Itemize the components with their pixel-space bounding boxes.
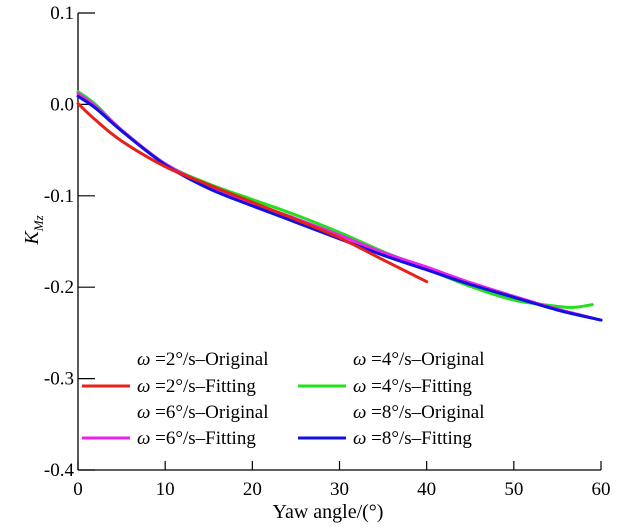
y-tick-label: 0.1	[50, 3, 74, 24]
x-tick-label: 30	[330, 479, 349, 500]
legend-entry-label: =2°/s–Fitting	[150, 376, 256, 397]
legend-entry: ω =2°/s–Original	[137, 349, 268, 370]
legend-entry: ω =8°/s–Fitting	[353, 428, 472, 449]
axis-titles: Yaw angle/(°) KMz	[21, 215, 383, 523]
y-tick-label: 0.0	[50, 94, 74, 115]
legend-entry-label: =2°/s–Original	[150, 349, 268, 370]
x-tick-label: 50	[504, 479, 523, 500]
series-line	[76, 94, 603, 322]
x-tick-label: 40	[417, 479, 436, 500]
legend-entry: ω =6°/s–Original	[137, 402, 268, 423]
x-tick-label: 20	[243, 479, 262, 500]
series-line	[76, 91, 603, 322]
legend-entry: ω =4°/s–Fitting	[353, 376, 472, 397]
legend-entry-label: =8°/s–Original	[366, 402, 484, 423]
legend-entry-symbol: ω	[137, 402, 150, 423]
legend-entry-label: =4°/s–Original	[366, 349, 484, 370]
legend-entry: ω =4°/s–Original	[353, 349, 484, 370]
legend-entry-symbol: ω	[353, 376, 366, 397]
y-tick-label: -0.2	[44, 277, 74, 298]
legend-entry-label: =8°/s–Fitting	[366, 428, 472, 449]
y-axis-title-sub: Mz	[31, 215, 46, 232]
y-axis-title: KMz	[21, 215, 46, 245]
x-tick-label: 0	[73, 479, 83, 500]
series-line	[76, 90, 594, 309]
legend-entry-symbol: ω	[353, 349, 366, 370]
series-line	[76, 102, 429, 284]
y-axis-title-main: K	[21, 230, 43, 246]
legend-entry-symbol: ω	[137, 349, 150, 370]
series-lines	[76, 90, 603, 322]
legend-entry-label: =6°/s–Fitting	[150, 428, 256, 449]
y-tick-label: -0.4	[44, 460, 75, 481]
y-tick-label: -0.1	[44, 186, 74, 207]
legend-entry-symbol: ω	[353, 402, 366, 423]
legend-entry: ω =6°/s–Fitting	[137, 428, 256, 449]
legend-entry-label: =6°/s–Original	[150, 402, 268, 423]
x-tick-label: 10	[156, 479, 175, 500]
ticks: 0 10 20 30 40 50 60 0.1 0.0 -0.1 -0.2 -0.3 -0.4	[44, 3, 611, 500]
x-axis-title: Yaw angle/(°)	[273, 501, 384, 523]
legend-entry-symbol: ω	[137, 428, 150, 449]
legend-entry: ω =2°/s–Fitting	[137, 376, 256, 397]
legend-entry: ω =8°/s–Original	[353, 402, 484, 423]
y-tick-label: -0.3	[44, 369, 74, 390]
x-tick-label: 60	[592, 479, 611, 500]
legend-entry-symbol: ω	[137, 376, 150, 397]
legend-entry-label: =4°/s–Fitting	[366, 376, 472, 397]
legend-entry-symbol: ω	[353, 428, 366, 449]
